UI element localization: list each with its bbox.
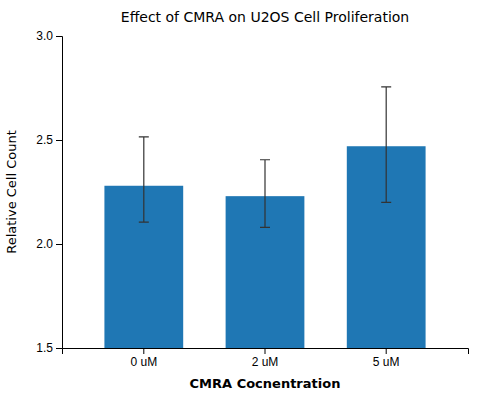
- tick-label: 5 uM: [373, 355, 400, 369]
- tick-label: 0 uM: [130, 355, 157, 369]
- x-axis-title: CMRA Cocnentration: [190, 376, 341, 391]
- tick-mark: [143, 348, 144, 354]
- tick: 2 uM: [252, 348, 279, 369]
- tick: 2.0: [36, 237, 62, 251]
- tick-label: 2.5: [36, 133, 53, 147]
- error-bar: [139, 137, 149, 222]
- tick: 3.0: [36, 29, 62, 43]
- tick: 1.5: [36, 341, 62, 355]
- tick-mark: [56, 244, 62, 245]
- y-axis-title: Relative Cell Count: [4, 130, 19, 254]
- tick-label: 2 uM: [252, 355, 279, 369]
- marks: [104, 87, 425, 348]
- tick-label: 3.0: [36, 29, 53, 43]
- plot: 0 uM 2 uM 5 uM 1.5 2.0 2.5 3.0: [36, 29, 468, 368]
- chart: 0 uM 2 uM 5 uM 1.5 2.0 2.5 3.0 Effect of CMRA o…: [0, 0, 486, 400]
- tick-mark: [56, 36, 62, 37]
- axis-line: [63, 349, 469, 355]
- error-bar: [381, 87, 391, 202]
- tick-mark: [56, 140, 62, 141]
- tick-mark: [56, 348, 62, 349]
- title: Effect of CMRA on U2OS Cell Proliferatio…: [121, 9, 409, 25]
- tick-mark: [265, 348, 266, 354]
- tick-mark: [386, 348, 387, 354]
- error-bar: [260, 160, 270, 228]
- tick: 0 uM: [130, 348, 157, 369]
- tick: 2.5: [36, 133, 62, 147]
- tick: 5 uM: [373, 348, 400, 369]
- tick-label: 2.0: [36, 237, 53, 251]
- axis-line: [56, 37, 63, 349]
- tick-label: 1.5: [36, 341, 53, 355]
- y-axis: 1.5 2.0 2.5 3.0: [36, 29, 62, 355]
- x-axis: 0 uM 2 uM 5 uM: [63, 348, 469, 369]
